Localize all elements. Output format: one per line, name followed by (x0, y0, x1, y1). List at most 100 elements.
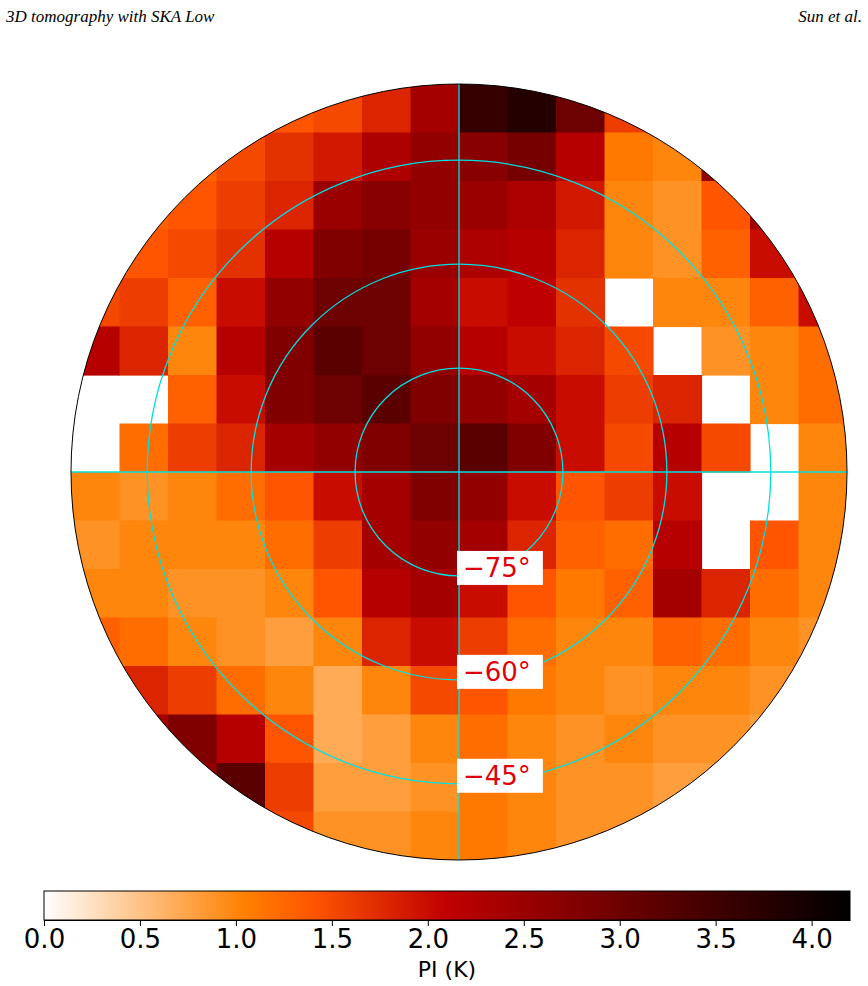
graticule (71, 84, 847, 860)
pi-cell (702, 715, 751, 764)
pi-cell (411, 375, 460, 424)
pi-cell (120, 278, 169, 327)
pi-cell (120, 327, 169, 376)
pi-cell (653, 715, 702, 764)
pi-cell (556, 521, 605, 570)
pi-cell (556, 181, 605, 230)
disk-edge (71, 84, 847, 860)
pi-cell (556, 618, 605, 667)
pi-cell (71, 472, 120, 521)
header-right: Sun et al. (798, 7, 862, 26)
pi-cell (799, 278, 848, 327)
colorbar (44, 891, 850, 920)
pi-cell (168, 327, 217, 376)
colorbar-tick: 3.0 (600, 920, 641, 954)
pi-cell (605, 618, 654, 667)
pi-cell (702, 424, 751, 473)
pi-cell (750, 230, 799, 279)
pi-cell (362, 472, 411, 521)
pi-cell (314, 133, 363, 182)
pi-cell (168, 521, 217, 570)
dec-label: −75° (463, 553, 531, 583)
dec-label: −60° (463, 657, 531, 687)
pi-cell (702, 181, 751, 230)
pi-cell (411, 763, 460, 812)
pi-cell (168, 424, 217, 473)
pi-cell (508, 715, 557, 764)
pi-cell (168, 763, 217, 812)
pi-cell (314, 618, 363, 667)
colorbar-tick-label: 0.5 (120, 924, 161, 954)
colorbar-tick: 1.0 (216, 920, 257, 954)
pi-cell (217, 327, 266, 376)
pi-cell (265, 133, 314, 182)
pi-cell (314, 521, 363, 570)
dec-labels: −75° −60° −45° (457, 551, 543, 793)
pi-cell (653, 181, 702, 230)
cells (71, 84, 848, 861)
pi-cell (750, 278, 799, 327)
colorbar-tick: 1.5 (312, 920, 353, 954)
pi-cell (120, 569, 169, 618)
colorbar-axis-line (45, 920, 851, 921)
pi-cell (411, 181, 460, 230)
pi-cell (556, 230, 605, 279)
chart-root: 3D tomography with SKA LowSun et al.−75°… (0, 0, 868, 986)
pi-cell (265, 812, 314, 861)
pi-cell (265, 278, 314, 327)
pi-cell (314, 763, 363, 812)
dec-circle (251, 264, 667, 680)
pi-cell (799, 424, 848, 473)
colorbar-tick: 4.0 (791, 920, 832, 954)
pi-cell (799, 327, 848, 376)
pi-cell (362, 375, 411, 424)
pi-cell (653, 375, 702, 424)
colorbar-tick: 2.5 (504, 920, 545, 954)
pi-cell (459, 472, 508, 521)
pi-cell (120, 618, 169, 667)
pi-cell (459, 230, 508, 279)
pi-cell (411, 715, 460, 764)
pi-cell (605, 230, 654, 279)
colorbar-tick-label: 2.0 (408, 924, 449, 954)
pi-cell (653, 666, 702, 715)
colorbar-tick: 2.0 (408, 920, 449, 954)
pi-cell (168, 375, 217, 424)
pi-cell (702, 327, 751, 376)
pi-cell (508, 375, 557, 424)
pi-cell (168, 472, 217, 521)
pi-cell (168, 666, 217, 715)
pi-cell (556, 715, 605, 764)
pi-cell (217, 666, 266, 715)
pi-cell (411, 472, 460, 521)
pi-cell (314, 230, 363, 279)
pi-cell (750, 666, 799, 715)
pi-cell (605, 763, 654, 812)
dec-label-group: −60° (457, 655, 543, 689)
dec-label-group: −45° (457, 759, 543, 793)
pi-cell (799, 569, 848, 618)
pi-cell (411, 569, 460, 618)
colorbar-tick-label: 3.0 (600, 924, 641, 954)
pi-cell (314, 375, 363, 424)
pi-cell (71, 278, 120, 327)
pi-cell (459, 715, 508, 764)
pi-cell (556, 812, 605, 861)
colorbar-tick-label: 3.5 (695, 924, 736, 954)
pi-cell (120, 472, 169, 521)
pi-cell (362, 133, 411, 182)
pi-cell (217, 472, 266, 521)
colorbar-tick-label: 4.0 (791, 924, 832, 954)
pi-cell (459, 133, 508, 182)
map-svg: 3D tomography with SKA LowSun et al.−75°… (0, 0, 868, 986)
dec-label: −45° (463, 761, 531, 791)
pi-cell (750, 327, 799, 376)
pi-cell (265, 424, 314, 473)
pi-cell (362, 327, 411, 376)
pi-cell (411, 666, 460, 715)
pi-cell (265, 375, 314, 424)
pi-cell (605, 472, 654, 521)
pi-cell (362, 424, 411, 473)
pi-cell (653, 569, 702, 618)
pi-cell (459, 84, 508, 133)
